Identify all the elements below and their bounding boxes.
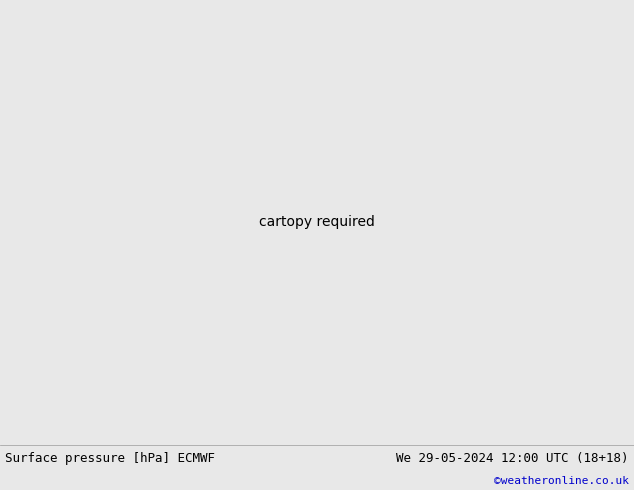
Text: We 29-05-2024 12:00 UTC (18+18): We 29-05-2024 12:00 UTC (18+18) [396, 452, 629, 465]
Text: Surface pressure [hPa] ECMWF: Surface pressure [hPa] ECMWF [5, 452, 215, 465]
Text: cartopy required: cartopy required [259, 216, 375, 229]
Text: ©weatheronline.co.uk: ©weatheronline.co.uk [494, 476, 629, 487]
